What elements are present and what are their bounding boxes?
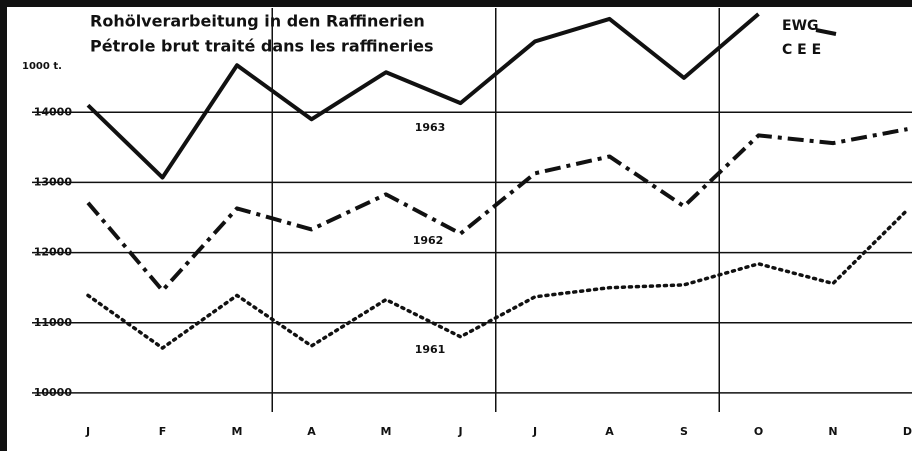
x-tick-label: M [381,425,392,438]
x-tick-label: S [680,425,688,438]
y-tick-label: 14000 [34,105,73,118]
series-label: 1961 [415,343,446,356]
x-tick-label: O [754,425,763,438]
x-tick-label: J [532,425,537,438]
chart-subtitle: Pétrole brut traité dans les raffineries [90,37,434,56]
series-line [86,12,760,180]
legend-text: C E E [782,42,821,58]
series-line [86,208,910,350]
frame-left [0,0,7,451]
x-tick-label: A [605,425,614,438]
series-line [86,127,908,293]
chart-title: Rohölverarbeitung in den Raffinerien [90,12,425,31]
x-tick-label: N [828,425,837,438]
series-label: 1963 [415,121,446,134]
legend-text: EWG [782,18,819,34]
x-tick-label: D [903,425,912,438]
x-tick-label: A [307,425,316,438]
legend-dash [815,28,837,36]
x-tick-label: M [232,425,243,438]
x-tick-label: J [85,425,90,438]
x-tick-label: F [159,425,167,438]
x-tick-label: J [457,425,462,438]
y-tick-label: 11000 [34,316,73,329]
y-axis-label: 1000 t. [22,61,62,72]
series-label: 1962 [413,234,444,247]
y-tick-label: 12000 [34,246,73,259]
y-tick-label: 10000 [34,386,73,399]
y-tick-label: 13000 [34,175,73,188]
frame-top [0,0,912,7]
